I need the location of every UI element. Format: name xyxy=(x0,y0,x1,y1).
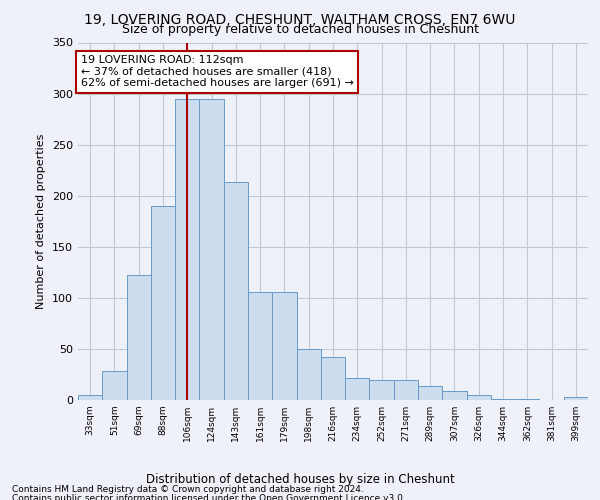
Bar xyxy=(515,399,539,400)
Bar xyxy=(370,380,394,400)
Text: Size of property relative to detached houses in Cheshunt: Size of property relative to detached ho… xyxy=(121,22,479,36)
Bar xyxy=(296,349,321,400)
Bar xyxy=(345,378,370,400)
Bar xyxy=(127,276,151,400)
Bar xyxy=(467,395,491,400)
Bar xyxy=(248,292,272,400)
Bar xyxy=(151,206,175,400)
Bar xyxy=(564,397,588,400)
Bar xyxy=(78,395,102,400)
Bar xyxy=(418,386,442,400)
Text: Contains public sector information licensed under the Open Government Licence v3: Contains public sector information licen… xyxy=(12,494,406,500)
Text: 19, LOVERING ROAD, CHESHUNT, WALTHAM CROSS, EN7 6WU: 19, LOVERING ROAD, CHESHUNT, WALTHAM CRO… xyxy=(85,12,515,26)
Text: Contains HM Land Registry data © Crown copyright and database right 2024.: Contains HM Land Registry data © Crown c… xyxy=(12,485,364,494)
Bar xyxy=(224,182,248,400)
Bar xyxy=(321,357,345,400)
Bar xyxy=(442,391,467,400)
Bar xyxy=(491,399,515,400)
Bar xyxy=(175,98,199,400)
Y-axis label: Number of detached properties: Number of detached properties xyxy=(37,134,46,309)
Bar xyxy=(199,98,224,400)
Text: 19 LOVERING ROAD: 112sqm
← 37% of detached houses are smaller (418)
62% of semi-: 19 LOVERING ROAD: 112sqm ← 37% of detach… xyxy=(80,55,353,88)
Bar xyxy=(272,292,296,400)
Text: Distribution of detached houses by size in Cheshunt: Distribution of detached houses by size … xyxy=(146,472,454,486)
Bar xyxy=(394,380,418,400)
Bar xyxy=(102,372,127,400)
